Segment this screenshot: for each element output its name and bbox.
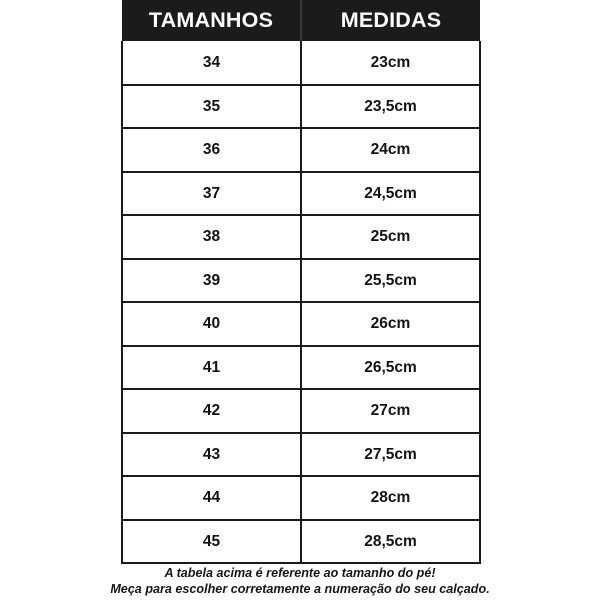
cell-measure: 24,5cm bbox=[301, 171, 481, 216]
table-row: 39 25,5cm bbox=[121, 258, 481, 303]
cell-size: 34 bbox=[121, 41, 302, 86]
cell-size: 39 bbox=[121, 258, 302, 303]
cell-measure: 23cm bbox=[301, 41, 481, 86]
cell-measure: 24cm bbox=[301, 128, 481, 173]
table-row: 35 23,5cm bbox=[121, 84, 481, 129]
note-line-foot-size: A tabela acima é referente ao tamanho do… bbox=[164, 566, 436, 580]
table-header: TAMANHOS MEDIDAS bbox=[122, 0, 480, 41]
cell-size: 36 bbox=[121, 128, 302, 173]
table-row: 45 28,5cm bbox=[121, 519, 481, 564]
table-header-row: TAMANHOS MEDIDAS bbox=[122, 0, 480, 41]
note-line-measure-instruction: Meça para escolher corretamente a numera… bbox=[110, 582, 490, 596]
cell-measure: 26cm bbox=[301, 302, 481, 347]
table-row: 42 27cm bbox=[121, 389, 481, 434]
size-chart-table: TAMANHOS MEDIDAS 34 23cm 35 23,5cm 36 24cm 37 2… bbox=[121, 0, 481, 564]
cell-size: 35 bbox=[121, 84, 302, 129]
cell-measure: 27cm bbox=[301, 389, 481, 434]
table-body: 34 23cm 35 23,5cm 36 24cm 37 24,5cm 38 25cm 39 25,5… bbox=[121, 41, 481, 564]
table-row: 40 26cm bbox=[121, 302, 481, 347]
column-header-tamanhos: TAMANHOS bbox=[122, 0, 302, 41]
cell-size: 41 bbox=[121, 345, 302, 390]
table-row: 41 26,5cm bbox=[121, 345, 481, 390]
table-row: 43 27,5cm bbox=[121, 432, 481, 477]
cell-measure: 28,5cm bbox=[301, 519, 481, 564]
size-chart-container: TAMANHOS MEDIDAS 34 23cm 35 23,5cm 36 24cm 37 2… bbox=[121, 0, 481, 564]
cell-size: 40 bbox=[121, 302, 302, 347]
table-row: 44 28cm bbox=[121, 476, 481, 521]
table-row: 37 24,5cm bbox=[121, 171, 481, 216]
cell-measure: 26,5cm bbox=[301, 345, 481, 390]
cell-measure: 25,5cm bbox=[301, 258, 481, 303]
cell-size: 45 bbox=[121, 519, 302, 564]
table-row: 38 25cm bbox=[121, 215, 481, 260]
cell-measure: 28cm bbox=[301, 476, 481, 521]
cell-size: 43 bbox=[121, 432, 302, 477]
footer-notes: A tabela acima é referente ao tamanho do… bbox=[0, 565, 600, 597]
cell-size: 42 bbox=[121, 389, 302, 434]
cell-size: 37 bbox=[121, 171, 302, 216]
table-row: 36 24cm bbox=[121, 128, 481, 173]
cell-measure: 25cm bbox=[301, 215, 481, 260]
cell-size: 44 bbox=[121, 476, 302, 521]
cell-size: 38 bbox=[121, 215, 302, 260]
table-row: 34 23cm bbox=[121, 41, 481, 86]
cell-measure: 27,5cm bbox=[301, 432, 481, 477]
column-header-medidas: MEDIDAS bbox=[301, 0, 480, 41]
cell-measure: 23,5cm bbox=[301, 84, 481, 129]
